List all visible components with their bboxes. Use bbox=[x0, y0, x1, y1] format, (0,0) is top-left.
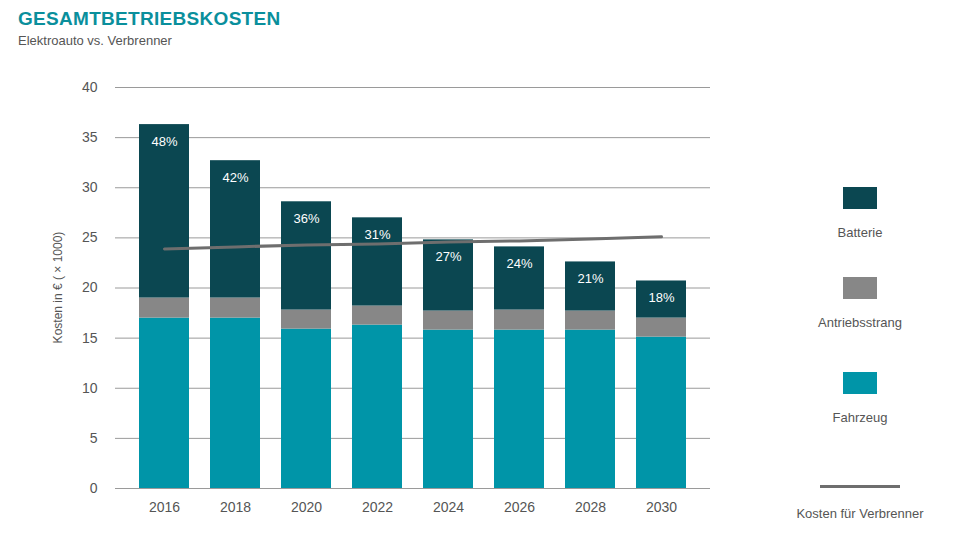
svg-text:35: 35 bbox=[82, 129, 98, 145]
html-text:GESAMTBETRIEBSKOSTEN: GESAMTBETRIEBSKOSTEN bbox=[18, 8, 281, 29]
svg-text:15: 15 bbox=[82, 330, 98, 346]
html-text:Kosten für Verbrenner: Kosten für Verbrenner bbox=[796, 506, 924, 521]
svg-text:48%: 48% bbox=[151, 134, 177, 149]
svg-text:2030: 2030 bbox=[646, 499, 677, 515]
svg-text:2028: 2028 bbox=[575, 499, 606, 515]
html-text:Fahrzeug: Fahrzeug bbox=[832, 410, 888, 425]
svg-text:2016: 2016 bbox=[149, 499, 180, 515]
svg-text:27%: 27% bbox=[435, 249, 461, 264]
svg-text:2022: 2022 bbox=[362, 499, 393, 515]
svg-text:18%: 18% bbox=[648, 290, 674, 305]
svg-text:24%: 24% bbox=[506, 256, 532, 271]
html-text:Batterie: Batterie bbox=[837, 225, 883, 240]
svg-text:2026: 2026 bbox=[504, 499, 535, 515]
svg-text:21%: 21% bbox=[577, 271, 603, 286]
svg-text:5: 5 bbox=[90, 430, 98, 446]
svg-text:10: 10 bbox=[82, 380, 98, 396]
svg-text:25: 25 bbox=[82, 229, 98, 245]
svg-text:20: 20 bbox=[82, 279, 98, 295]
svg-text:31%: 31% bbox=[364, 227, 390, 242]
html-text:Antriebsstrang: Antriebsstrang bbox=[818, 315, 902, 330]
svg-text:30: 30 bbox=[82, 179, 98, 195]
svg-text:2024: 2024 bbox=[433, 499, 464, 515]
svg-text:42%: 42% bbox=[222, 170, 248, 185]
svg-text:36%: 36% bbox=[293, 211, 319, 226]
svg-text:2018: 2018 bbox=[220, 499, 251, 515]
svg-text:Kosten in € ( × 1000): Kosten in € ( × 1000) bbox=[51, 232, 65, 344]
svg-text:0: 0 bbox=[90, 480, 98, 496]
svg-text:2020: 2020 bbox=[291, 499, 322, 515]
html-text:Elektroauto vs. Verbrenner: Elektroauto vs. Verbrenner bbox=[18, 33, 172, 48]
svg-text:40: 40 bbox=[82, 79, 98, 95]
